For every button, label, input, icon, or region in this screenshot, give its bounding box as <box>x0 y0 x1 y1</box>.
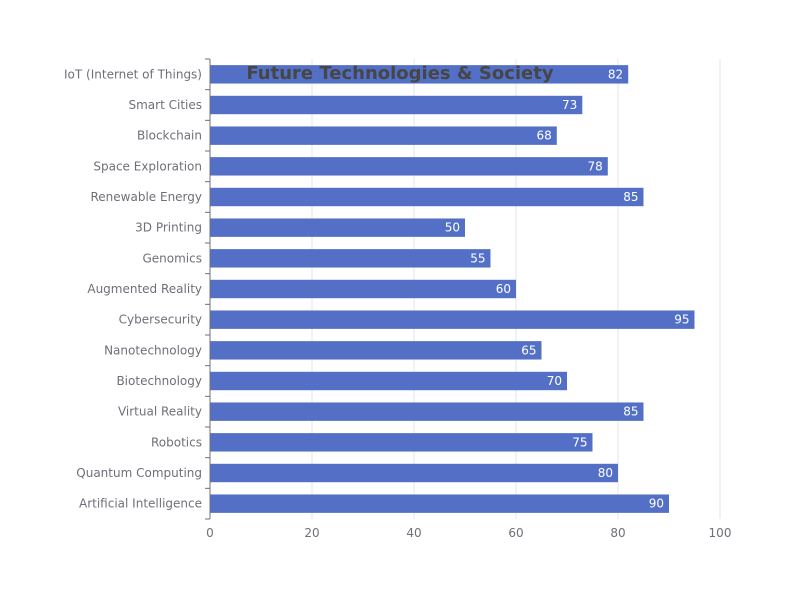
y-category-label: Nanotechnology <box>104 343 202 357</box>
axes <box>205 58 211 520</box>
bar-value-label: 90 <box>649 497 664 511</box>
x-tick-label: 60 <box>508 526 523 540</box>
y-category-label: Augmented Reality <box>87 282 202 296</box>
bar-quantum-computing <box>210 463 618 483</box>
bar-value-label: 68 <box>537 129 552 143</box>
bar-augmented-reality <box>210 279 516 299</box>
bar-cybersecurity <box>210 310 695 329</box>
bar-value-label: 55 <box>470 251 485 265</box>
bar-robotics <box>210 433 593 452</box>
bar-value-label: 85 <box>623 405 638 419</box>
bar-virtual-reality <box>210 402 644 421</box>
bar-smart-cities <box>210 95 583 115</box>
bar-value-label: 75 <box>572 435 587 449</box>
bar-artificial-intelligence <box>210 494 669 513</box>
x-tick-label: 80 <box>610 526 625 540</box>
bar-iot-internet-of-things <box>210 65 629 84</box>
labels: 0 20 40 60 80 100 Artificial Intelligence 90 Qua… <box>64 67 731 540</box>
bar-nanotechnology <box>210 341 542 360</box>
bar-renewable-energy <box>210 187 644 207</box>
y-category-label: Cybersecurity <box>119 313 202 327</box>
bar-value-label: 80 <box>598 466 613 480</box>
y-category-label: IoT (Internet of Things) <box>64 67 202 81</box>
chart-title: Future Technologies & Society <box>246 63 553 84</box>
bar-value-label: 50 <box>445 221 460 235</box>
y-category-label: Biotechnology <box>116 374 202 388</box>
bar-blockchain <box>210 126 557 145</box>
y-category-label: Quantum Computing <box>76 466 202 480</box>
y-category-label: Virtual Reality <box>118 405 202 419</box>
bar-3d-printing <box>210 218 465 237</box>
bar-space-exploration <box>210 157 608 176</box>
bar-value-label: 65 <box>521 343 536 357</box>
bar-value-label: 95 <box>674 313 689 327</box>
bar-value-label: 73 <box>562 98 577 112</box>
y-category-label: 3D Printing <box>135 221 202 235</box>
y-category-label: Blockchain <box>137 129 202 143</box>
bar-biotechnology <box>210 371 567 391</box>
bar-value-label: 78 <box>588 159 603 173</box>
y-category-label: Space Exploration <box>93 159 202 173</box>
y-category-label: Genomics <box>142 251 202 265</box>
bars <box>210 65 695 513</box>
y-category-label: Renewable Energy <box>91 190 203 204</box>
bar-genomics <box>210 249 491 268</box>
bar-value-label: 70 <box>547 374 562 388</box>
bar-value-label: 60 <box>496 282 511 296</box>
x-tick-label: 100 <box>709 526 732 540</box>
x-tick-label: 0 <box>206 526 214 540</box>
x-tick-label: 40 <box>406 526 421 540</box>
y-category-label: Artificial Intelligence <box>79 497 202 511</box>
y-category-label: Smart Cities <box>129 98 203 112</box>
bar-value-label: 85 <box>623 190 638 204</box>
y-category-label: Robotics <box>151 435 202 449</box>
bar-value-label: 82 <box>608 67 623 81</box>
x-tick-label: 20 <box>304 526 319 540</box>
